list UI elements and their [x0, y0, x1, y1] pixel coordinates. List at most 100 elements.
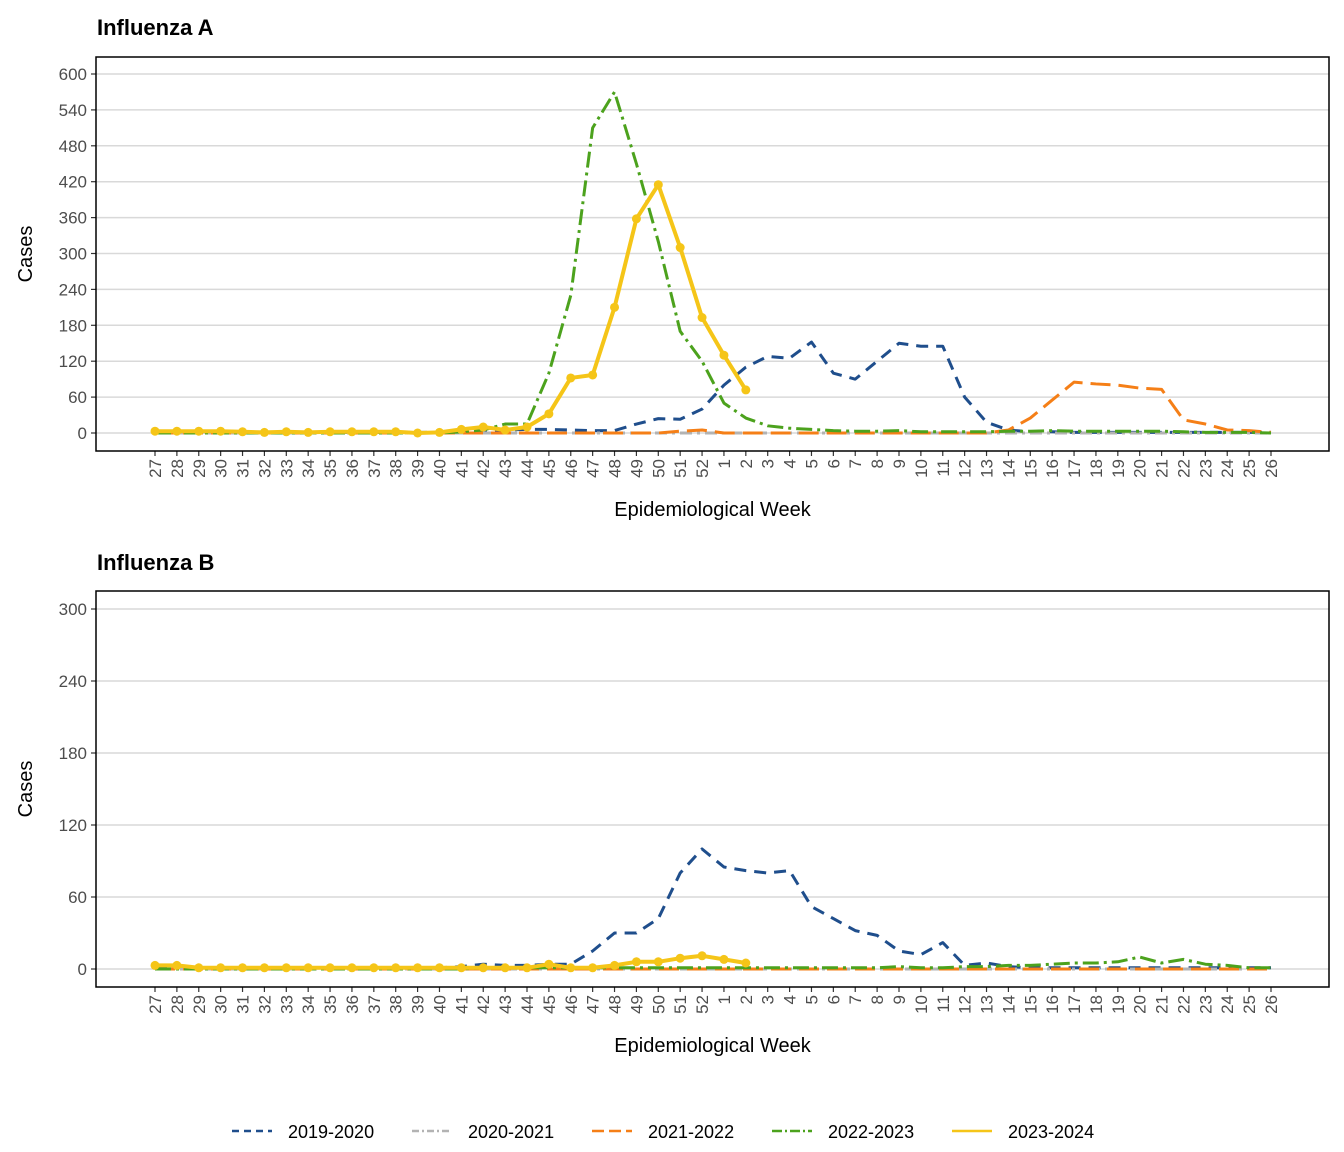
- x-tick-label: 36: [343, 995, 362, 1014]
- x-tick-label: 37: [365, 995, 384, 1014]
- data-point-2023-2024: [522, 422, 532, 432]
- legend-item-2020-2021: 2020-2021: [412, 1122, 554, 1142]
- data-point-2023-2024: [544, 959, 554, 969]
- y-tick-label: 480: [59, 137, 87, 156]
- x-tick-label: 45: [540, 995, 559, 1014]
- x-tick-label: 2: [737, 459, 756, 468]
- x-tick-label: 17: [1065, 459, 1084, 478]
- data-point-2023-2024: [478, 422, 488, 432]
- x-tick-label: 20: [1131, 995, 1150, 1014]
- x-tick-label: 44: [518, 995, 537, 1014]
- x-tick-label: 19: [1109, 995, 1128, 1014]
- x-tick-label: 15: [1021, 995, 1040, 1014]
- data-point-2023-2024: [150, 960, 160, 970]
- x-tick-label: 6: [824, 459, 843, 468]
- x-tick-label: 38: [387, 995, 406, 1014]
- x-tick-label: 28: [168, 995, 187, 1014]
- data-point-2023-2024: [588, 963, 598, 973]
- data-point-2023-2024: [216, 963, 226, 973]
- x-tick-label: 31: [234, 995, 253, 1014]
- x-tick-label: 19: [1109, 459, 1128, 478]
- data-point-2023-2024: [216, 426, 226, 436]
- legend-label: 2019-2020: [288, 1122, 374, 1142]
- x-tick-label: 25: [1240, 995, 1259, 1014]
- x-tick-label: 42: [474, 995, 493, 1014]
- x-tick-label: 9: [890, 995, 909, 1004]
- data-point-2023-2024: [566, 373, 576, 383]
- panel-border: [95, 590, 1330, 988]
- data-point-2023-2024: [631, 957, 641, 967]
- x-tick-label: 22: [1174, 459, 1193, 478]
- x-tick-label: 33: [277, 995, 296, 1014]
- x-tick-label: 4: [781, 459, 800, 468]
- x-tick-label: 8: [868, 995, 887, 1004]
- x-tick-label: 36: [343, 459, 362, 478]
- x-tick-label: 45: [540, 459, 559, 478]
- x-tick-label: 39: [409, 459, 428, 478]
- data-point-2023-2024: [697, 313, 707, 323]
- influenza-b-title: Influenza B: [97, 550, 214, 575]
- x-tick-label: 11: [934, 459, 953, 477]
- x-tick-label: 13: [978, 995, 997, 1014]
- data-point-2023-2024: [238, 963, 248, 973]
- x-tick-label: 21: [1153, 995, 1172, 1014]
- data-point-2023-2024: [610, 960, 620, 970]
- series-line-2023-2024: [155, 182, 748, 435]
- x-tick-label: 29: [190, 995, 209, 1014]
- legend-label: 2023-2024: [1008, 1122, 1094, 1142]
- series-line-2023-2024: [155, 953, 747, 970]
- data-point-2023-2024: [194, 426, 204, 436]
- x-tick-label: 9: [890, 459, 909, 468]
- x-tick-label: 5: [802, 995, 821, 1004]
- legend-item-2022-2023: 2022-2023: [772, 1122, 914, 1142]
- x-tick-label: 47: [584, 995, 603, 1014]
- x-tick-label: 37: [365, 459, 384, 478]
- legend: 2019-2020 2020-2021 2021-2022 2022-2023 2023…: [232, 1122, 1094, 1142]
- y-tick-label: 540: [59, 101, 87, 120]
- x-axis-title: Epidemiological Week: [614, 1035, 811, 1057]
- panel-border: [95, 56, 1330, 452]
- x-tick-label: 27: [146, 459, 165, 478]
- data-point-2023-2024: [150, 426, 160, 436]
- x-tick-label: 32: [255, 459, 274, 478]
- x-tick-label: 25: [1240, 459, 1259, 478]
- data-point-2023-2024: [697, 951, 707, 961]
- x-tick-label: 32: [255, 995, 274, 1014]
- data-point-2023-2024: [347, 427, 357, 437]
- x-tick-label: 31: [234, 459, 253, 478]
- influenza-a-panel: Influenza A 0601201802403003604204805406…: [15, 15, 1330, 521]
- x-tick-label: 38: [387, 459, 406, 478]
- x-tick-label: 23: [1196, 459, 1215, 478]
- x-tick-label: 50: [649, 995, 668, 1014]
- data-point-2023-2024: [369, 963, 379, 973]
- y-tick-label: 300: [59, 245, 87, 264]
- x-axis-title: Epidemiological Week: [614, 499, 811, 521]
- data-point-2023-2024: [631, 214, 641, 224]
- x-tick-label: 30: [212, 459, 231, 478]
- y-tick-label: 420: [59, 173, 87, 192]
- y-tick-label: 600: [59, 65, 87, 84]
- x-tick-label: 34: [299, 459, 318, 478]
- x-tick-label: 2: [737, 995, 756, 1004]
- x-tick-label: 10: [912, 995, 931, 1014]
- data-point-2023-2024: [719, 954, 729, 964]
- data-point-2023-2024: [303, 427, 313, 437]
- x-tick-label: 16: [1043, 459, 1062, 478]
- x-tick-label: 29: [190, 459, 209, 478]
- y-tick-label: 240: [59, 280, 87, 299]
- x-tick-label: 35: [321, 995, 340, 1014]
- x-tick-label: 43: [496, 995, 515, 1014]
- y-tick-label: 60: [68, 888, 87, 907]
- legend-label: 2021-2022: [648, 1122, 734, 1142]
- x-tick-label: 46: [562, 459, 581, 478]
- data-point-2023-2024: [325, 963, 335, 973]
- x-tick-label: 28: [168, 459, 187, 478]
- data-point-2023-2024: [675, 243, 685, 253]
- x-tick-label: 26: [1262, 995, 1281, 1014]
- x-tick-label: 52: [693, 995, 712, 1014]
- x-tick-label: 48: [606, 459, 625, 478]
- x-tick-label: 13: [978, 459, 997, 478]
- x-tick-label: 42: [474, 459, 493, 478]
- x-tick-label: 10: [912, 459, 931, 478]
